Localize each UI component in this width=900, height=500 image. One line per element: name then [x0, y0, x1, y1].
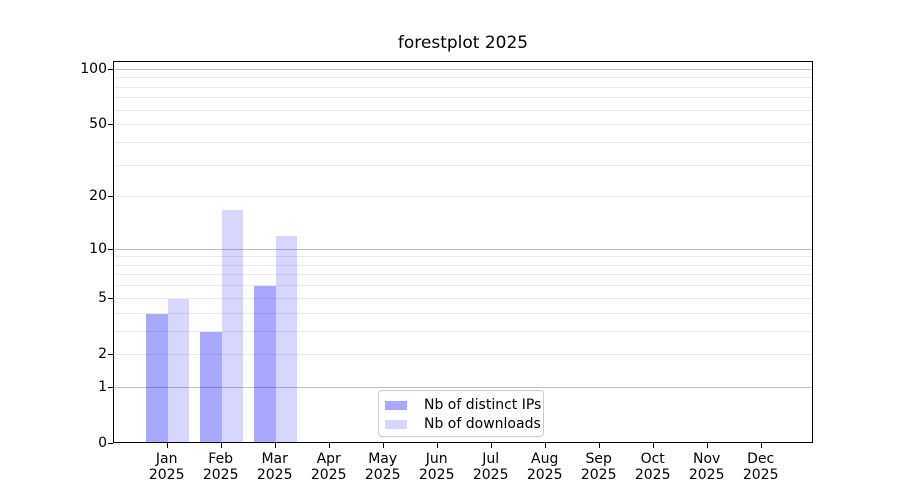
x-tick-year: 2025 — [310, 467, 347, 483]
x-tick-label-jul: Jul 2025 — [459, 451, 523, 483]
x-tick-month: Oct — [640, 451, 665, 467]
x-tick-year: 2025 — [526, 467, 563, 483]
x-tick-month: Jan — [155, 451, 178, 467]
chart-title: forestplot 2025 — [397, 33, 529, 53]
gridline-minor — [114, 285, 812, 287]
gridline-minor — [114, 274, 812, 276]
y-tick-mark — [108, 124, 113, 126]
y-tick-mark — [108, 353, 113, 355]
gridline-minor — [114, 77, 812, 79]
x-tick-mark — [490, 443, 492, 448]
gridline-minor — [114, 256, 812, 258]
gridline-minor — [114, 297, 812, 299]
x-tick-month: May — [368, 451, 398, 467]
bar-distinct-ips — [254, 286, 276, 442]
x-tick-label-jan: Jan 2025 — [135, 451, 199, 483]
y-tick-mark — [108, 443, 113, 444]
y-tick-label: 2 — [98, 345, 107, 362]
x-tick-month: Sep — [585, 451, 612, 467]
y-tick-label: 10 — [89, 240, 107, 257]
x-tick-year: 2025 — [634, 467, 671, 483]
gridline-major — [114, 386, 812, 388]
x-tick-mark — [382, 443, 384, 448]
x-tick-label-may: May 2025 — [351, 451, 415, 483]
y-tick-mark — [108, 297, 113, 299]
y-tick-label: 0 — [98, 435, 107, 451]
bar-downloads — [275, 236, 298, 442]
x-tick-month: Apr — [316, 451, 341, 467]
x-tick-mark — [598, 443, 600, 448]
gridline-minor — [114, 264, 812, 266]
y-tick-label: 50 — [89, 116, 107, 133]
y-tick-label: 5 — [98, 289, 107, 306]
x-tick-year: 2025 — [688, 467, 725, 483]
x-tick-mark — [544, 443, 546, 448]
plot-area — [113, 61, 813, 443]
x-tick-label-dec: Dec 2025 — [729, 451, 793, 483]
x-tick-year: 2025 — [418, 467, 455, 483]
gridline-minor — [114, 312, 812, 314]
legend-item: Nb of distinct IPs — [385, 396, 541, 415]
legend-swatch-downloads — [385, 420, 407, 429]
x-tick-label-mar: Mar 2025 — [243, 451, 307, 483]
x-tick-year: 2025 — [580, 467, 617, 483]
legend-item: Nb of downloads — [385, 415, 541, 434]
gridline-major — [114, 68, 812, 70]
gridline-minor — [114, 86, 812, 88]
x-tick-label-nov: Nov 2025 — [675, 451, 739, 483]
x-tick-month: Jul — [482, 451, 500, 467]
gridline-minor — [114, 97, 812, 99]
x-tick-year: 2025 — [364, 467, 401, 483]
x-tick-mark — [274, 443, 276, 448]
x-tick-year: 2025 — [472, 467, 509, 483]
x-tick-mark — [652, 443, 654, 448]
y-tick-mark — [108, 68, 113, 70]
gridline-major — [114, 248, 812, 250]
y-tick-label: 20 — [89, 188, 107, 205]
legend: Nb of distinct IPs Nb of downloads — [378, 390, 544, 437]
x-tick-mark — [220, 443, 222, 448]
x-tick-month: Dec — [747, 451, 775, 467]
y-tick-mark — [108, 386, 113, 388]
x-tick-year: 2025 — [742, 467, 779, 483]
bar-downloads — [167, 298, 190, 442]
x-tick-year: 2025 — [148, 467, 185, 483]
y-tick-mark — [108, 248, 113, 250]
gridline-minor — [114, 124, 812, 126]
y-tick-label: 1 — [98, 378, 107, 395]
legend-label: Nb of distinct IPs — [424, 397, 542, 413]
gridline-minor — [114, 353, 812, 355]
x-tick-month: Nov — [693, 451, 721, 467]
bar-distinct-ips — [200, 331, 222, 442]
gridline-minor — [114, 330, 812, 332]
y-tick-mark — [108, 196, 113, 198]
x-tick-label-aug: Aug 2025 — [513, 451, 577, 483]
x-tick-mark — [436, 443, 438, 448]
x-tick-mark — [706, 443, 708, 448]
x-tick-label-jun: Jun 2025 — [405, 451, 469, 483]
x-tick-label-oct: Oct 2025 — [621, 451, 685, 483]
bar-downloads — [221, 209, 244, 442]
x-tick-month: Jun — [425, 451, 448, 467]
x-tick-month: Mar — [261, 451, 288, 467]
legend-label: Nb of downloads — [424, 416, 541, 432]
gridline-minor — [114, 141, 812, 143]
gridline-minor — [114, 164, 812, 166]
bar-distinct-ips — [146, 313, 168, 442]
x-tick-mark — [328, 443, 330, 448]
x-tick-label-sep: Sep 2025 — [567, 451, 631, 483]
gridline-minor — [114, 109, 812, 111]
x-tick-label-apr: Apr 2025 — [297, 451, 361, 483]
gridline-minor — [114, 196, 812, 198]
x-tick-mark — [166, 443, 168, 448]
x-tick-year: 2025 — [256, 467, 293, 483]
x-tick-month: Feb — [208, 451, 234, 467]
y-tick-label: 100 — [80, 60, 107, 77]
x-tick-label-feb: Feb 2025 — [189, 451, 253, 483]
x-tick-month: Aug — [531, 451, 559, 467]
x-tick-year: 2025 — [202, 467, 239, 483]
x-tick-mark — [760, 443, 762, 448]
legend-swatch-distinct-ips — [385, 401, 407, 410]
